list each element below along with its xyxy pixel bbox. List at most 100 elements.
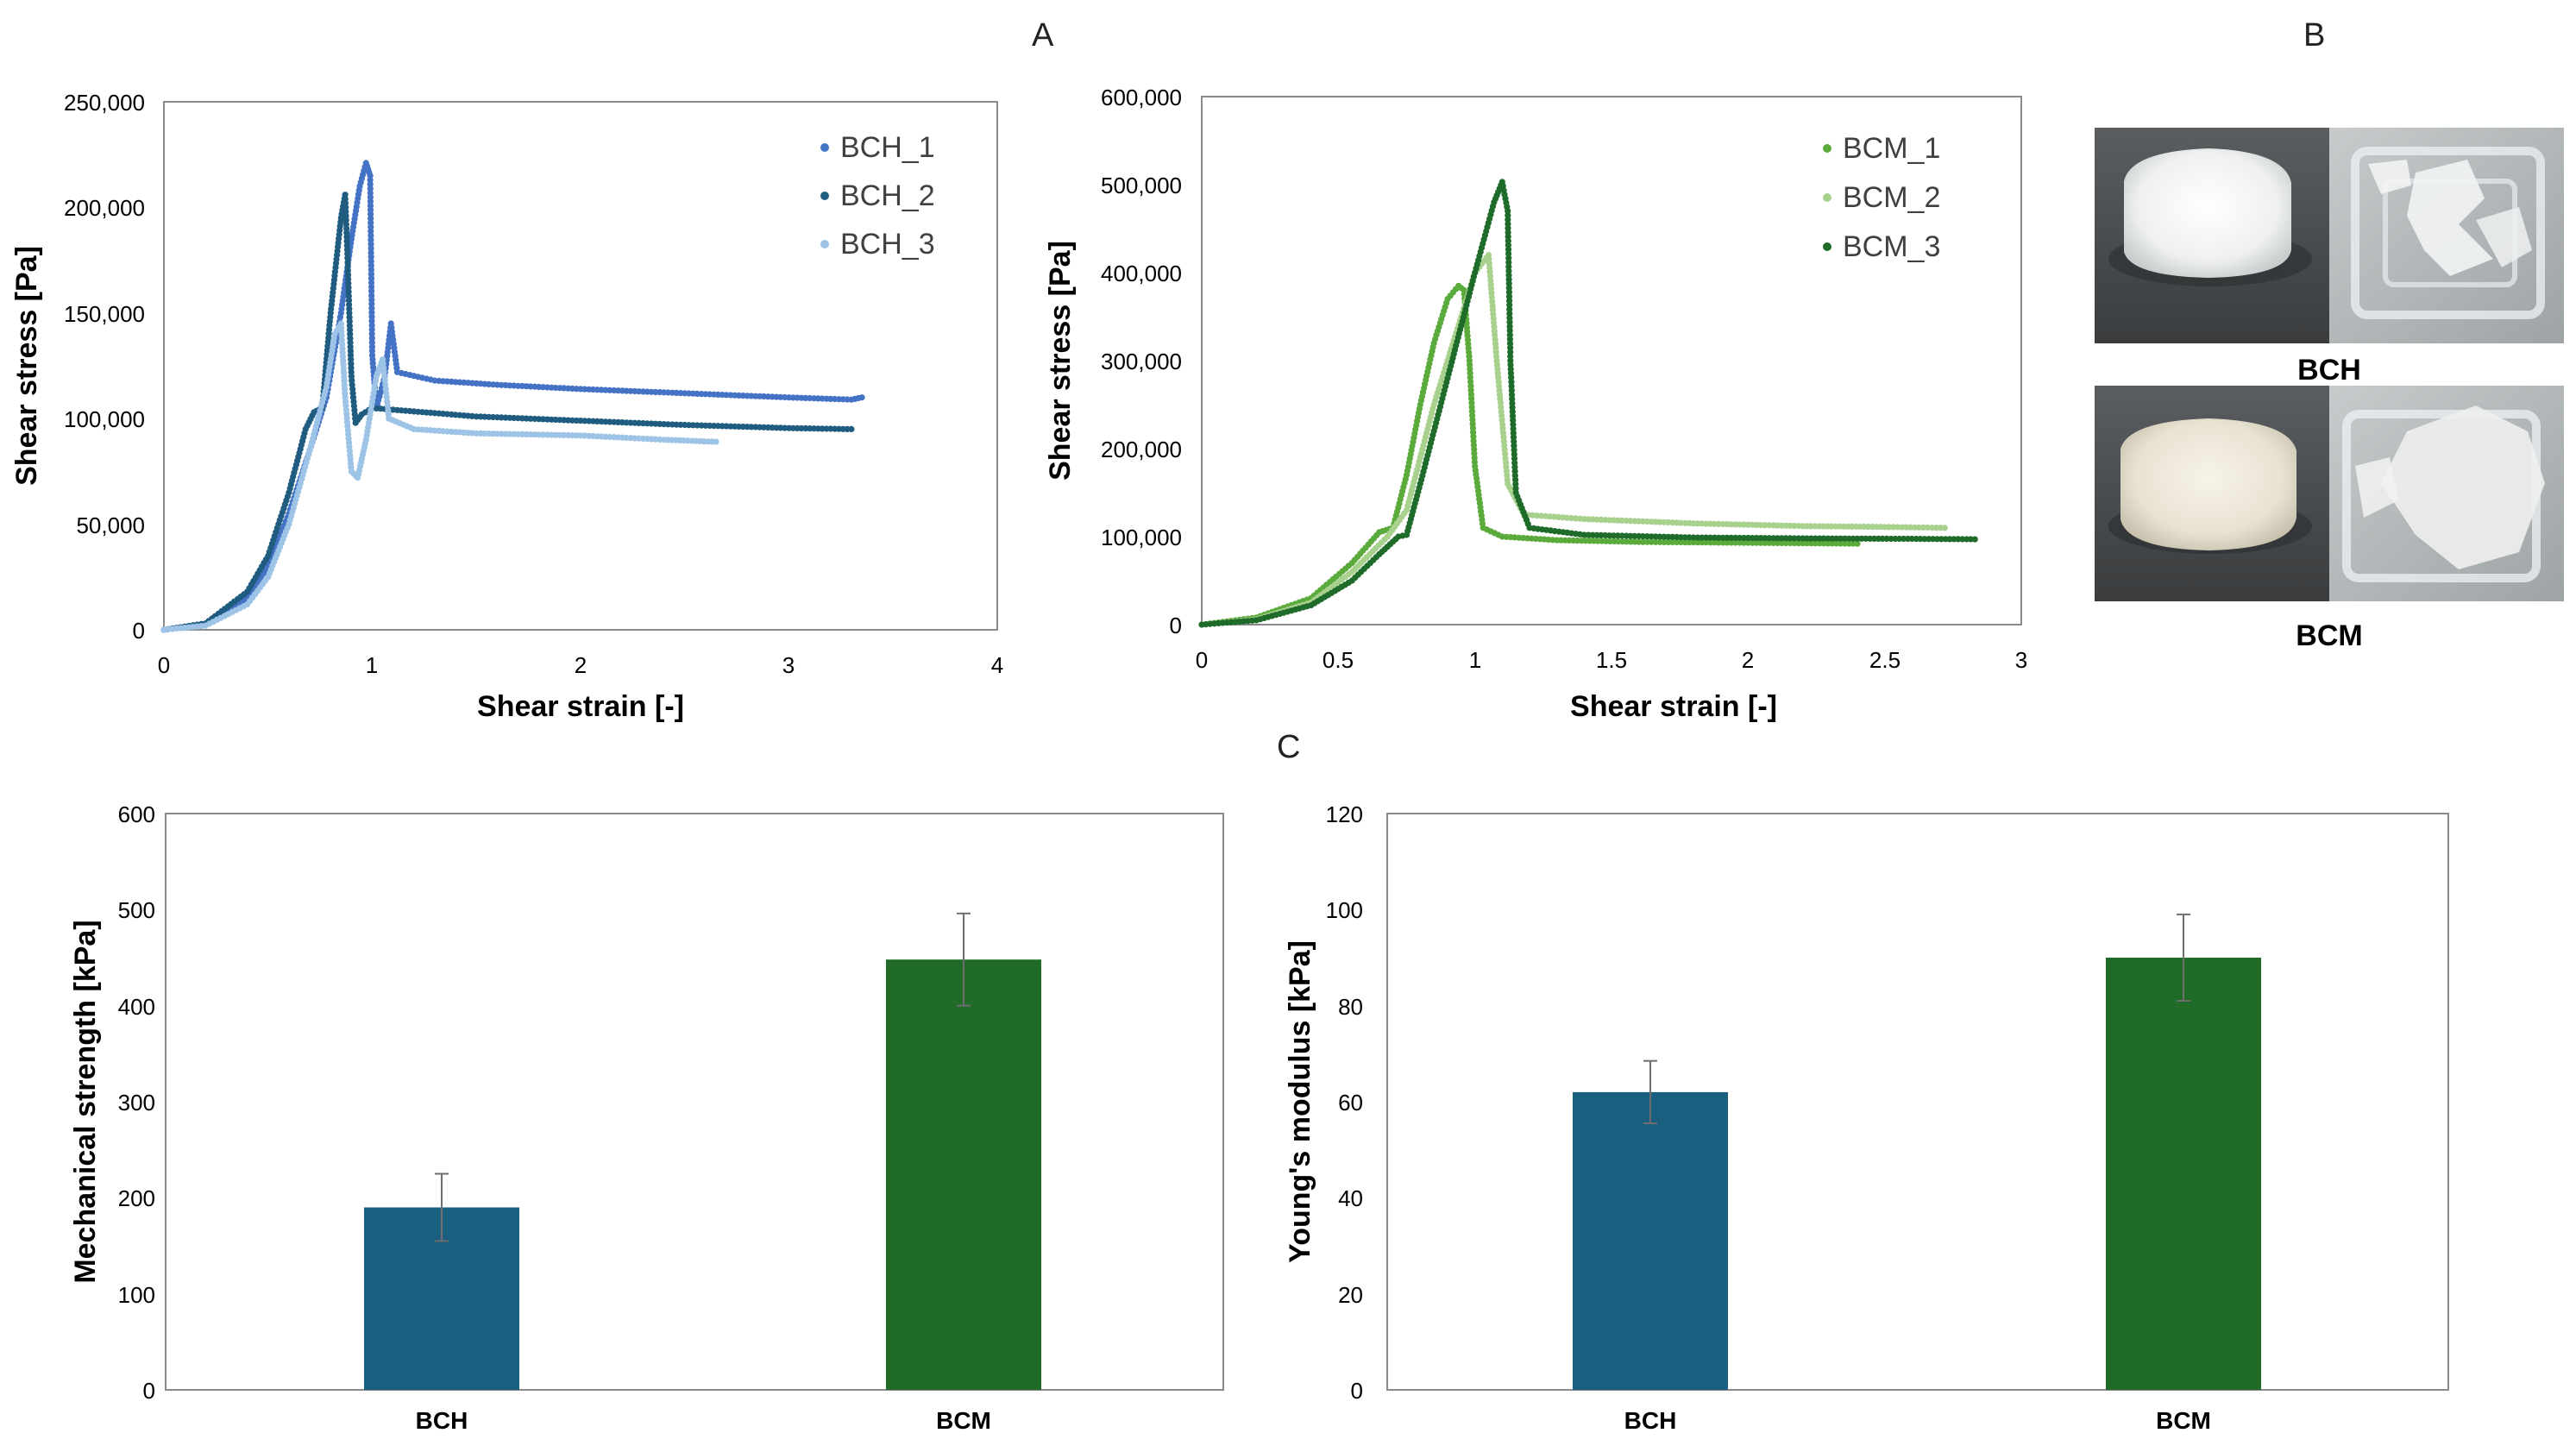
x-tick-label: 1 bbox=[366, 652, 378, 678]
data-point bbox=[367, 198, 374, 204]
data-point bbox=[368, 279, 375, 286]
data-point bbox=[367, 189, 374, 197]
y-tick-label: 500,000 bbox=[1101, 173, 1182, 198]
data-point bbox=[1505, 216, 1511, 223]
x-tick-label: 1.5 bbox=[1596, 647, 1627, 673]
data-point bbox=[368, 339, 375, 346]
data-point bbox=[368, 241, 374, 248]
y-tick-label: 0 bbox=[1351, 1378, 1363, 1404]
mechanical-strength-bar-chart: 0 100 200 300 400 500 600 BCH BCM Mechan… bbox=[69, 801, 1224, 1434]
data-point bbox=[1505, 272, 1512, 279]
series-bcm-3 bbox=[1198, 179, 1978, 628]
x-tick-label: 0 bbox=[1196, 647, 1208, 673]
data-point bbox=[1506, 327, 1513, 334]
data-point bbox=[1941, 525, 1948, 531]
y-tick-label: 400,000 bbox=[1101, 261, 1182, 286]
x-tick-labels: BCH BCM bbox=[416, 1407, 991, 1434]
x-tick-label: 0.5 bbox=[1323, 647, 1354, 673]
x-tick-label: BCM bbox=[2156, 1407, 2211, 1434]
data-point bbox=[1915, 524, 1923, 531]
data-point bbox=[1890, 524, 1897, 531]
x-tick-label: BCH bbox=[416, 1407, 468, 1434]
y-tick-label: 500 bbox=[118, 897, 155, 923]
y-tick-label: 300,000 bbox=[1101, 349, 1182, 374]
legend-entry-bcm-3: BCM_3 bbox=[1823, 230, 1940, 263]
data-point bbox=[1505, 208, 1511, 215]
data-point bbox=[368, 287, 375, 294]
y-tick-label: 60 bbox=[1338, 1090, 1363, 1116]
bar-bcm bbox=[2106, 958, 2261, 1390]
y-tick-label: 0 bbox=[1170, 613, 1182, 638]
data-point bbox=[368, 232, 374, 239]
legend-entry-bch-1: BCH_1 bbox=[820, 131, 935, 164]
data-point bbox=[1505, 242, 1511, 248]
data-point bbox=[713, 438, 719, 445]
legend-label: BCM_3 bbox=[1843, 230, 1940, 263]
error-bar bbox=[2177, 913, 2190, 1003]
y-axis-title: Young's modulus [kPa] bbox=[1284, 940, 1316, 1263]
legend-marker bbox=[1823, 144, 1831, 153]
data-point bbox=[368, 271, 374, 278]
y-tick-label: 80 bbox=[1338, 994, 1363, 1020]
data-point bbox=[1507, 344, 1514, 351]
y-tick-labels: 0 100,000 200,000 300,000 400,000 500,00… bbox=[1101, 85, 1182, 638]
data-point bbox=[1505, 263, 1512, 270]
x-tick-label: 2.5 bbox=[1869, 647, 1901, 673]
data-point bbox=[368, 326, 375, 333]
x-tick-label: 2 bbox=[575, 652, 587, 678]
y-tick-label: 100,000 bbox=[64, 406, 145, 432]
legend-label: BCM_2 bbox=[1843, 181, 1940, 214]
y-tick-labels: 0 50,000 100,000 150,000 200,000 250,000 bbox=[64, 90, 145, 644]
y-tick-label: 150,000 bbox=[64, 301, 145, 327]
y-tick-label: 200,000 bbox=[64, 195, 145, 221]
bar-layer bbox=[364, 912, 1041, 1390]
x-tick-label: 3 bbox=[782, 652, 795, 678]
y-tick-labels: 0 100 200 300 400 500 600 bbox=[118, 801, 155, 1404]
legend-marker bbox=[820, 143, 829, 152]
y-tick-label: 40 bbox=[1338, 1185, 1363, 1211]
data-point bbox=[368, 292, 375, 299]
x-tick-labels: 0 1 2 3 4 bbox=[158, 652, 1003, 678]
data-point bbox=[1506, 305, 1513, 313]
data-point bbox=[1505, 255, 1512, 261]
bcm-stress-strain-chart: 0 100,000 200,000 300,000 400,000 500,00… bbox=[1044, 85, 2027, 723]
legend-entry-bch-2: BCH_2 bbox=[820, 179, 935, 212]
data-point bbox=[368, 245, 374, 252]
data-point bbox=[1854, 540, 1861, 547]
x-tick-label: 4 bbox=[991, 652, 1003, 678]
x-tick-labels: BCH BCM bbox=[1624, 1407, 2211, 1434]
x-tick-label: BCH bbox=[1624, 1407, 1677, 1434]
y-tick-label: 200,000 bbox=[1101, 437, 1182, 462]
data-point bbox=[1928, 525, 1935, 531]
data-point bbox=[1506, 336, 1513, 343]
legend-label: BCH_2 bbox=[840, 179, 935, 212]
data-point bbox=[1505, 280, 1512, 287]
y-axis-title: Shear stress [Pa] bbox=[1044, 241, 1077, 481]
data-point bbox=[1505, 250, 1512, 257]
data-point bbox=[858, 394, 865, 401]
data-point bbox=[368, 223, 374, 230]
panel-label-a: A bbox=[1032, 17, 1054, 53]
x-tick-label: 1 bbox=[1469, 647, 1481, 673]
data-point bbox=[1505, 289, 1512, 296]
legend-entry-bcm-1: BCM_1 bbox=[1823, 132, 1940, 165]
legend-marker bbox=[1823, 242, 1831, 251]
data-point bbox=[367, 206, 374, 213]
data-point bbox=[1507, 353, 1514, 360]
legend-marker bbox=[1823, 193, 1831, 202]
bar-layer bbox=[1573, 913, 2261, 1390]
x-axis-title: Shear strain [-] bbox=[477, 690, 684, 723]
plot-area bbox=[1201, 96, 2022, 625]
data-point bbox=[1886, 524, 1893, 531]
data-point bbox=[1505, 224, 1511, 231]
bar-bcm bbox=[886, 959, 1041, 1390]
y-tick-label: 600,000 bbox=[1101, 85, 1182, 110]
data-point bbox=[848, 425, 855, 432]
data-point bbox=[1902, 524, 1910, 531]
data-point bbox=[368, 300, 375, 307]
legend-label: BCM_1 bbox=[1843, 132, 1940, 165]
y-tick-label: 200 bbox=[118, 1185, 155, 1211]
y-tick-label: 50,000 bbox=[76, 512, 145, 538]
data-point bbox=[368, 348, 375, 355]
y-tick-label: 600 bbox=[118, 801, 155, 827]
